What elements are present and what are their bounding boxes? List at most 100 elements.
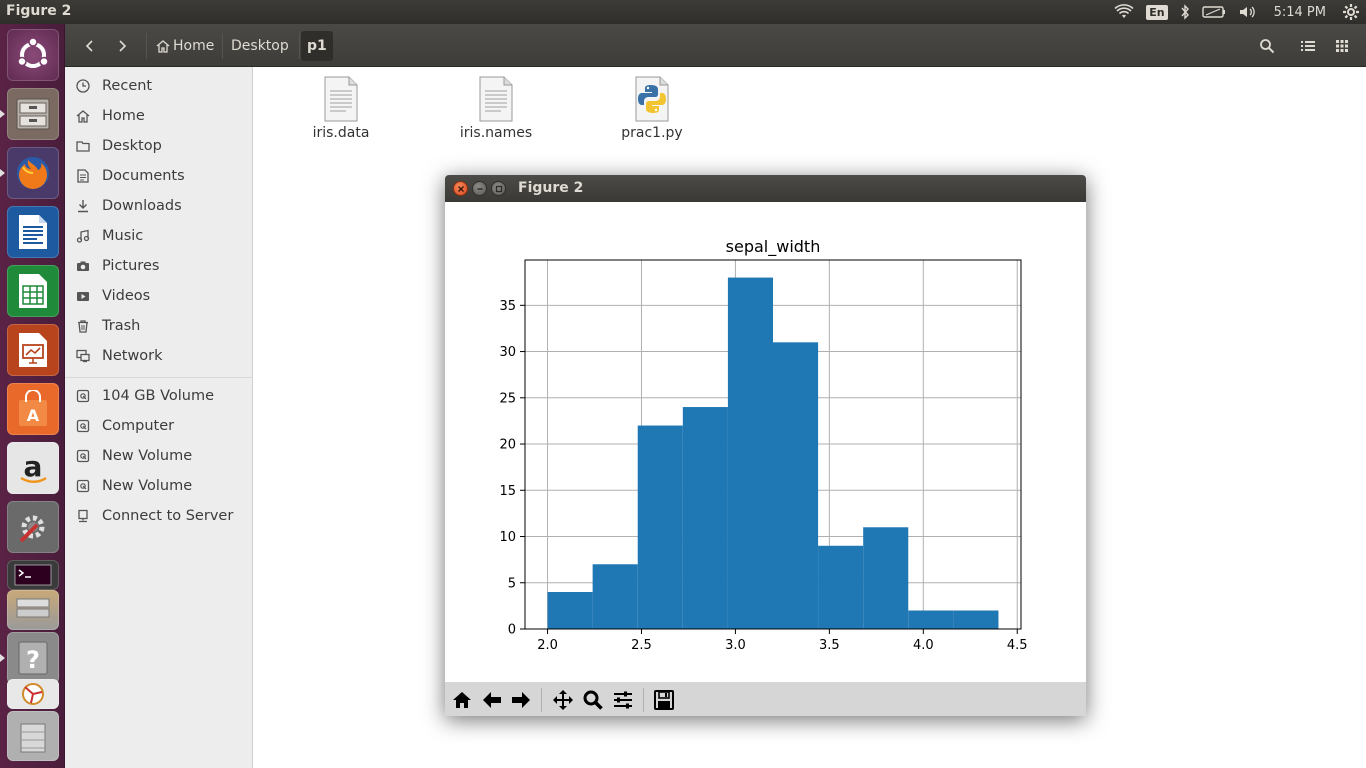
- top-panel: Figure 2 En 5:14 PM: [0, 0, 1366, 24]
- back-view-button[interactable]: [478, 687, 505, 713]
- breadcrumb-p1[interactable]: p1: [301, 31, 333, 61]
- terminal-launcher-button[interactable]: [7, 560, 59, 590]
- sidebar-item-recent[interactable]: Recent: [65, 71, 253, 101]
- keyboard-layout-indicator[interactable]: En: [1140, 0, 1173, 24]
- sidebar-item-home[interactable]: Home: [65, 101, 253, 131]
- ubuntu-dash-button[interactable]: [7, 29, 59, 81]
- network-icon: [75, 348, 91, 364]
- breadcrumb-desktop-label: Desktop: [231, 38, 289, 54]
- shopping-bag-icon: A: [19, 390, 47, 426]
- back-arrow-icon: [482, 692, 501, 708]
- sidebar-item-connect-to-server[interactable]: Connect to Server: [65, 501, 253, 531]
- sidebar-item-new-volume-1[interactable]: New Volume: [65, 441, 253, 471]
- forward-view-button[interactable]: [507, 687, 534, 713]
- sidebar-separator: [65, 377, 253, 378]
- clock[interactable]: 5:14 PM: [1273, 4, 1326, 20]
- sidebar-item-new-volume-2[interactable]: New Volume: [65, 471, 253, 501]
- text-file-icon: [324, 76, 358, 122]
- sidebar-item-desktop[interactable]: Desktop: [65, 131, 253, 161]
- home-icon: [156, 40, 170, 53]
- files-launcher-button[interactable]: [7, 88, 59, 140]
- back-button[interactable]: [75, 31, 105, 61]
- software-center-launcher-button[interactable]: A: [7, 383, 59, 435]
- figure-launcher-button[interactable]: [7, 679, 59, 709]
- configure-subplots-button[interactable]: [609, 687, 636, 713]
- wifi-icon[interactable]: [1108, 0, 1140, 24]
- maximize-button[interactable]: [491, 181, 506, 196]
- impress-presentation-icon: [19, 333, 47, 367]
- sidebar-item-computer[interactable]: Computer: [65, 411, 253, 441]
- camera-icon: [75, 258, 91, 274]
- sidebar-item-104gb-volume[interactable]: 104 GB Volume: [65, 381, 253, 411]
- firefox-launcher-button[interactable]: [7, 147, 59, 199]
- calc-spreadsheet-icon: [19, 274, 47, 308]
- sidebar-item-videos[interactable]: Videos: [65, 281, 253, 311]
- zoom-button[interactable]: [579, 687, 606, 713]
- x-tick-label: 2.0: [537, 638, 558, 653]
- plot-canvas[interactable]: sepal_width 2.0 2.5 3.0 3.5 4.0 4.5 0 5 10 15 20 25…: [445, 202, 1086, 682]
- sidebar-item-label: Downloads: [102, 198, 182, 214]
- amazon-launcher-button[interactable]: a: [7, 442, 59, 494]
- home-icon: [452, 692, 471, 708]
- toolbar-separator: [541, 688, 542, 712]
- list-view-button[interactable]: [1293, 31, 1323, 61]
- file-item[interactable]: iris.names: [446, 75, 546, 141]
- minimize-button[interactable]: [472, 181, 487, 196]
- help-icon: ?: [18, 641, 48, 675]
- file-item[interactable]: iris.data: [291, 75, 391, 141]
- sidebar-item-music[interactable]: Music: [65, 221, 253, 251]
- launcher: A a ?: [0, 24, 65, 768]
- stacked-windows-icon: [16, 598, 50, 618]
- zoom-icon: [583, 690, 603, 710]
- sidebar-item-label: 104 GB Volume: [102, 388, 215, 404]
- help-launcher-button[interactable]: ?: [7, 632, 59, 684]
- save-icon: [653, 690, 674, 710]
- trash-icon: [75, 318, 91, 334]
- grid-view-button[interactable]: [1327, 31, 1357, 61]
- sidebar-item-network[interactable]: Network: [65, 341, 253, 371]
- sidebar-item-trash[interactable]: Trash: [65, 311, 253, 341]
- drive-icon: [75, 418, 91, 434]
- pan-button[interactable]: [549, 687, 576, 713]
- histogram-bar: [773, 342, 819, 629]
- writer-launcher-button[interactable]: [7, 206, 59, 258]
- chart-title: sepal_width: [726, 237, 821, 257]
- y-tick-label: 30: [499, 345, 516, 360]
- histogram-bar: [908, 610, 954, 629]
- stacked-windows-launcher-button[interactable]: [7, 590, 59, 630]
- sidebar-item-pictures[interactable]: Pictures: [65, 251, 253, 281]
- trash-launcher-button[interactable]: [7, 711, 59, 761]
- amazon-icon: a: [20, 450, 47, 483]
- sidebar-item-label: Computer: [102, 418, 175, 434]
- document-icon: [75, 168, 91, 184]
- close-icon: [457, 185, 464, 192]
- search-button[interactable]: [1252, 31, 1282, 61]
- calc-launcher-button[interactable]: [7, 265, 59, 317]
- ubuntu-logo-icon: [17, 37, 49, 68]
- battery-icon[interactable]: [1196, 0, 1232, 24]
- sidebar-item-documents[interactable]: Documents: [65, 161, 253, 191]
- y-tick-label: 15: [499, 484, 516, 499]
- close-button[interactable]: [453, 181, 468, 196]
- file-item[interactable]: prac1.py: [602, 75, 702, 141]
- forward-button[interactable]: [107, 31, 137, 61]
- breadcrumb-home[interactable]: Home: [149, 31, 220, 61]
- list-view-icon: [1301, 41, 1315, 51]
- volume-icon[interactable]: [1232, 0, 1264, 24]
- impress-launcher-button[interactable]: [7, 324, 59, 376]
- sidebar-item-downloads[interactable]: Downloads: [65, 191, 253, 221]
- save-figure-button[interactable]: [650, 687, 677, 713]
- figure-titlebar[interactable]: Figure 2: [445, 175, 1086, 202]
- sidebar: Recent Home Desktop Documents Downloads …: [65, 67, 253, 768]
- keyboard-layout-label: En: [1146, 4, 1168, 20]
- breadcrumb-desktop[interactable]: Desktop: [225, 31, 295, 61]
- gear-icon[interactable]: [1336, 0, 1366, 24]
- text-file-icon: [479, 76, 513, 122]
- bluetooth-icon[interactable]: [1174, 0, 1196, 24]
- figure-window: Figure 2 sepal_width 2.0 2.5 3.0 3.5 4.0 4.5 0…: [445, 175, 1086, 716]
- system-settings-launcher-button[interactable]: [7, 501, 59, 553]
- sidebar-item-label: Videos: [102, 288, 151, 304]
- home-view-button[interactable]: [448, 687, 475, 713]
- histogram-chart: sepal_width 2.0 2.5 3.0 3.5 4.0 4.5 0 5 10 15 20 25…: [499, 237, 1027, 653]
- download-icon: [75, 198, 91, 214]
